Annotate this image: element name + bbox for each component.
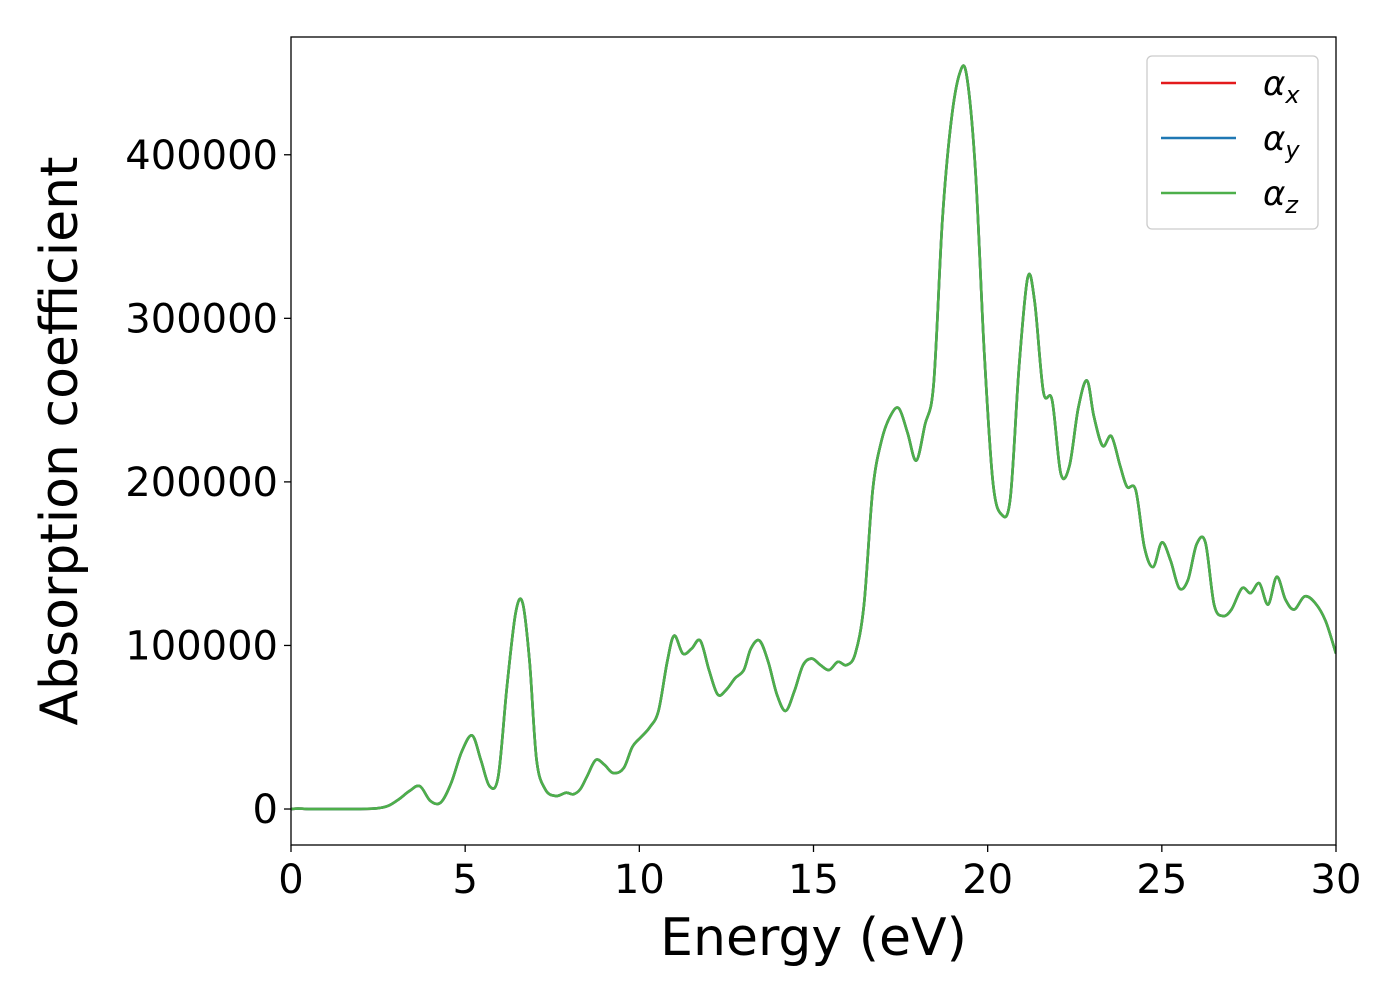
x-tick-label: 25 (1136, 857, 1187, 903)
x-tick-label: 15 (788, 857, 839, 903)
legend-label-y: αy (1263, 119, 1300, 164)
x-tick-label: 5 (452, 857, 477, 903)
legend: αx αy αz (1146, 55, 1319, 230)
y-tick-label: 400000 (125, 133, 278, 179)
x-axis-label: Energy (eV) (660, 908, 967, 968)
x-tick-label: 10 (614, 857, 665, 903)
legend-label-x: αx (1263, 64, 1300, 109)
legend-box (1146, 55, 1319, 230)
x-tick-label: 30 (1311, 857, 1362, 903)
ticks-layer: 0 5 10 15 20 25 30 0 100000 200000 300000 400000 (125, 133, 1361, 903)
y-tick-label: 100000 (125, 623, 278, 669)
y-tick-label: 0 (253, 787, 278, 833)
legend-label-z: αz (1263, 174, 1299, 219)
y-tick-label: 200000 (125, 460, 278, 506)
x-tick-label: 0 (278, 857, 303, 903)
series-layer (291, 64, 1336, 811)
y-tick-label: 300000 (125, 296, 278, 342)
y-axis-label: Absorption coefficient (30, 156, 90, 725)
x-tick-label: 20 (962, 857, 1013, 903)
series-line-z (291, 64, 1336, 811)
